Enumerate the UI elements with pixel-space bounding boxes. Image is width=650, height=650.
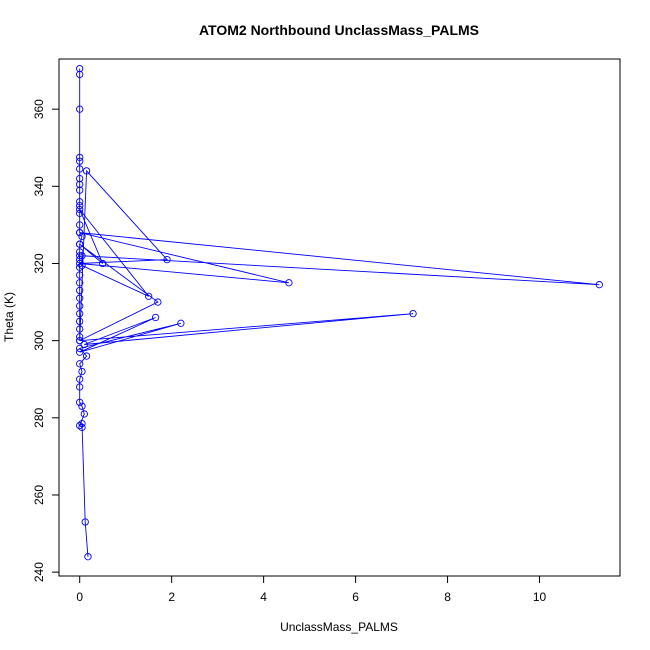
data-point [76,348,84,356]
data-point [145,292,153,300]
data-point [82,352,91,360]
data-point [76,383,84,391]
data-point [76,375,84,383]
data-point [76,398,84,407]
data-point [76,271,84,279]
series-line [78,68,600,557]
data-point [76,325,84,333]
data-point [80,410,88,418]
x-tick-label: 10 [533,590,547,604]
data-point [76,263,84,271]
data-point [409,309,417,318]
data-point [76,294,84,302]
x-axis-label: UnclassMass_PALMS [280,620,398,634]
x-tick-label: 2 [168,590,175,604]
data-point [78,367,86,376]
y-tick-label: 340 [32,176,46,196]
data-point [78,423,86,432]
data-point [78,402,86,410]
data-point [76,228,84,237]
data-point [80,340,88,349]
data-point [154,298,162,306]
data-point [76,360,84,368]
data-point [76,286,84,295]
x-tick-label: 8 [444,590,451,604]
data-point [76,186,84,194]
x-axis: 0 2 4 6 8 10 [76,575,547,604]
data-point [76,309,84,318]
data-point [76,180,84,189]
y-axis: 240 260 280 300 320 340 360 [32,99,60,582]
data-point [76,209,84,217]
data-point [76,240,84,248]
data-point [76,221,84,229]
y-tick-label: 320 [32,253,46,273]
data-point [76,64,84,73]
plot-frame [58,58,621,577]
data-point [76,153,84,162]
data-point [78,252,86,260]
data-point [177,319,185,327]
chart-title: ATOM2 Northbound UnclassMass_PALMS [199,22,479,38]
data-point [76,421,84,430]
data-point [76,302,84,310]
data-point [151,313,160,322]
data-point [84,553,92,561]
data-point [76,70,84,79]
data-point [76,205,84,214]
data-point [76,248,84,256]
y-tick-label: 260 [32,485,46,505]
data-point [76,344,84,353]
y-tick-label: 360 [32,99,46,119]
x-tick-label: 4 [260,590,267,604]
y-axis-label: Theta (K) [2,292,16,342]
data-point [595,281,603,289]
data-point [76,201,84,210]
data-point [82,167,91,175]
x-tick-label: 0 [76,590,83,604]
data-point [76,333,84,341]
data-point [76,259,84,268]
data-point [81,518,89,526]
data-point [78,232,86,241]
data-point [76,252,84,260]
data-point [78,419,86,428]
data-point [76,174,84,183]
y-tick-label: 280 [32,407,46,427]
data-point [163,255,171,264]
series-layer [76,64,603,561]
y-tick-label: 240 [32,562,46,582]
x-tick-label: 6 [352,590,359,604]
data-point [76,317,84,326]
y-tick-label: 300 [32,330,46,350]
data-point [76,279,84,287]
data-point [76,157,84,165]
data-point [76,165,84,173]
data-point [78,261,86,270]
data-point [99,259,107,268]
data-point [285,279,293,287]
data-point [76,105,84,113]
data-point [76,336,84,345]
data-point [76,198,84,206]
